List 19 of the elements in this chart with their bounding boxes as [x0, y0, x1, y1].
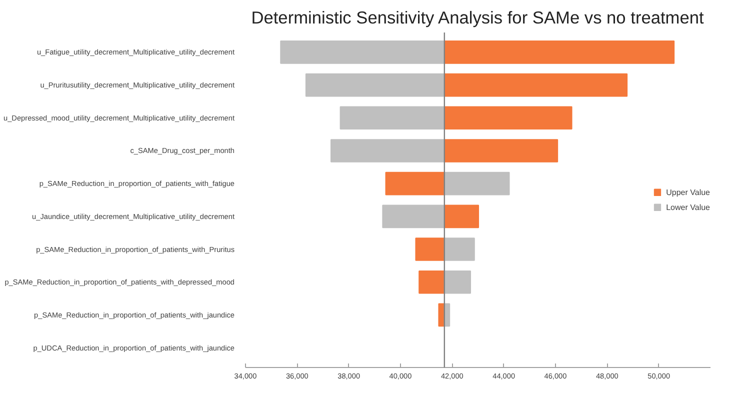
bar	[305, 73, 445, 97]
bar	[444, 73, 628, 97]
bar	[444, 139, 558, 162]
bar	[444, 172, 510, 196]
bar	[382, 204, 445, 228]
bar	[385, 172, 445, 196]
bar	[444, 40, 675, 64]
bar	[444, 238, 475, 261]
bar	[418, 270, 445, 294]
legend-label: Lower Value	[666, 202, 710, 212]
bar	[280, 40, 445, 64]
bar	[444, 106, 572, 130]
bar	[444, 270, 472, 294]
bar	[330, 139, 445, 162]
bar	[415, 238, 445, 261]
chart-title: Deterministic Sensitivity Analysis for SAMe vs no treatment	[251, 8, 704, 28]
legend-label: Upper Value	[666, 188, 710, 196]
bar	[340, 106, 445, 130]
bar	[444, 204, 480, 228]
